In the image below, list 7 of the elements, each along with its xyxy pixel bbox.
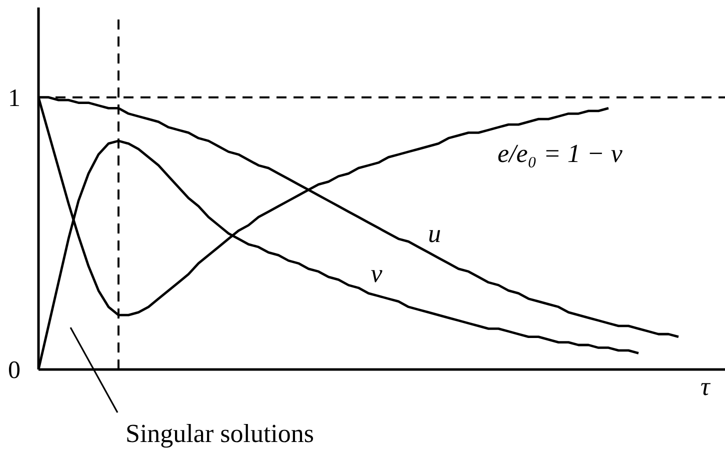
y-tick-label: 0 bbox=[8, 357, 20, 384]
series-label: e/e₀ = 1 − v bbox=[498, 139, 623, 168]
series-label: u bbox=[428, 218, 441, 248]
series-label: v bbox=[370, 258, 383, 288]
y-tick-label: 1 bbox=[8, 84, 20, 112]
text: Singular solutions bbox=[126, 419, 314, 448]
x-axis-title: τ bbox=[700, 372, 712, 401]
